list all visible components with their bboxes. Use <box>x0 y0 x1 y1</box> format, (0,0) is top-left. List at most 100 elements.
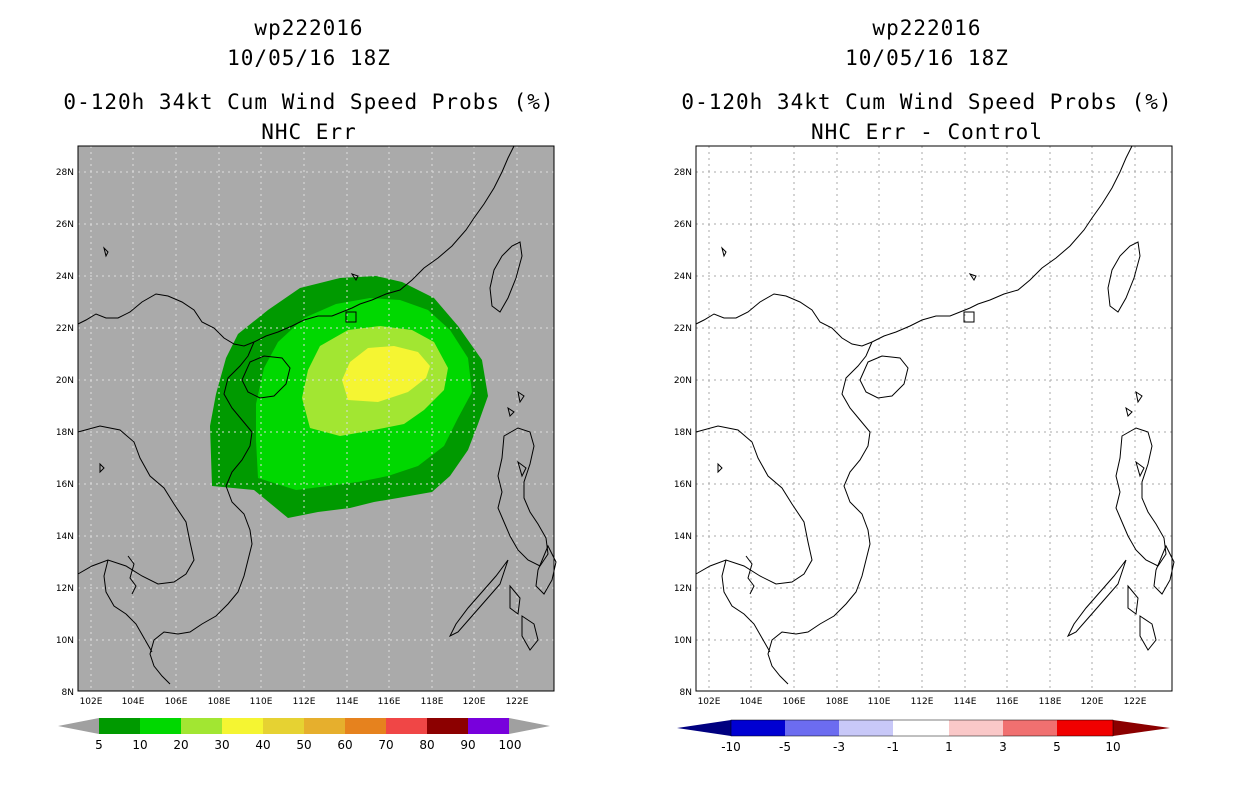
right-colorbar-swatch <box>893 720 949 736</box>
right-storm-id: wp222016 <box>872 16 982 40</box>
left-colorbar-high-end <box>509 718 550 734</box>
left-colorbar-label: 20 <box>173 738 188 752</box>
right-colorbar-label: -3 <box>833 740 845 754</box>
right-colorbar: -10 -5 -3 -1 1 3 5 10 <box>677 719 1170 754</box>
left-colorbar-label: 50 <box>296 738 311 752</box>
right-lat-label: 12N <box>674 584 692 594</box>
right-map <box>695 145 1175 692</box>
left-colorbar-label: 30 <box>214 738 229 752</box>
left-colorbar-swatch <box>181 718 222 734</box>
left-probability-contours <box>210 276 488 518</box>
right-colorbar-swatch <box>949 720 1003 736</box>
left-colorbar-label: 80 <box>419 738 434 752</box>
right-lon-label: 108E <box>826 697 849 707</box>
left-lon-labels: 102E 104E 106E 108E 110E 112E 114E 116E … <box>80 697 529 707</box>
left-colorbar-label: 10 <box>132 738 147 752</box>
right-lat-label: 18N <box>674 428 692 438</box>
left-lon-label: 104E <box>122 697 145 707</box>
right-colorbar-label: -5 <box>779 740 791 754</box>
left-colorbar-label: 60 <box>337 738 352 752</box>
right-lon-label: 104E <box>740 697 763 707</box>
right-lat-label: 14N <box>674 532 692 542</box>
right-lon-label: 106E <box>783 697 806 707</box>
right-colorbar-high-end <box>1113 720 1170 736</box>
right-lon-label: 102E <box>698 697 721 707</box>
right-lat-label: 26N <box>674 220 692 230</box>
left-colorbar-swatch <box>263 718 304 734</box>
right-lat-label: 24N <box>674 272 692 282</box>
left-lon-label: 110E <box>250 697 273 707</box>
right-colorbar-frame <box>730 719 1114 737</box>
right-colorbar-label: 5 <box>1053 740 1061 754</box>
left-colorbar-swatch <box>304 718 345 734</box>
left-lat-label: 22N <box>56 324 74 334</box>
right-colorbar-label: 3 <box>999 740 1007 754</box>
left-lon-label: 118E <box>421 697 444 707</box>
left-lat-labels: 28N 26N 24N 22N 20N 18N 16N 14N 12N 10N … <box>56 168 74 698</box>
left-storm-id: wp222016 <box>254 16 364 40</box>
left-lat-label: 26N <box>56 220 74 230</box>
right-colorbar-low-end <box>677 720 731 736</box>
left-map <box>77 145 557 692</box>
left-lat-label: 20N <box>56 376 74 386</box>
left-colorbar-label: 70 <box>378 738 393 752</box>
left-lat-label: 12N <box>56 584 74 594</box>
left-colorbar-low-end <box>58 718 99 734</box>
left-product-title: 0-120h 34kt Cum Wind Speed Probs (%) <box>63 90 555 114</box>
left-lat-label: 14N <box>56 532 74 542</box>
left-lat-label: 8N <box>62 688 74 698</box>
right-subtitle: NHC Err - Control <box>811 120 1043 144</box>
left-lat-label: 24N <box>56 272 74 282</box>
left-colorbar-swatch <box>386 718 427 734</box>
right-gridlines <box>696 146 1172 691</box>
left-colorbar-swatch <box>345 718 386 734</box>
left-datetime: 10/05/16 18Z <box>227 46 391 70</box>
left-colorbar-swatch <box>468 718 509 734</box>
right-map-background <box>696 146 1172 691</box>
left-lon-label: 122E <box>506 697 529 707</box>
right-lon-labels: 102E 104E 106E 108E 110E 112E 114E 116E … <box>698 697 1147 707</box>
left-colorbar-swatch <box>222 718 263 734</box>
left-colorbar: 5 10 20 30 40 50 60 70 80 90 100 <box>58 718 550 752</box>
left-colorbar-label: 5 <box>95 738 103 752</box>
left-lon-label: 120E <box>463 697 486 707</box>
right-lat-label: 8N <box>680 688 692 698</box>
right-colorbar-swatch <box>1003 720 1057 736</box>
left-map-frame <box>77 145 555 692</box>
right-colorbar-label: 10 <box>1105 740 1120 754</box>
left-lon-label: 106E <box>165 697 188 707</box>
left-lat-label: 18N <box>56 428 74 438</box>
left-gridlines <box>78 146 554 691</box>
left-lat-label: 10N <box>56 636 74 646</box>
right-colorbar-swatch <box>785 720 839 736</box>
right-lon-label: 116E <box>996 697 1019 707</box>
left-colorbar-label: 40 <box>255 738 270 752</box>
left-lat-label: 16N <box>56 480 74 490</box>
right-colorbar-swatch <box>1057 720 1113 736</box>
left-lon-label: 116E <box>378 697 401 707</box>
right-lat-label: 22N <box>674 324 692 334</box>
left-colorbar-label: 90 <box>460 738 475 752</box>
left-lon-label: 108E <box>208 697 231 707</box>
right-lon-label: 122E <box>1124 697 1147 707</box>
right-lat-labels: 28N 26N 24N 22N 20N 18N 16N 14N 12N 10N … <box>674 168 692 698</box>
right-colorbar-swatch <box>731 720 785 736</box>
left-lon-label: 114E <box>336 697 359 707</box>
right-datetime: 10/05/16 18Z <box>845 46 1009 70</box>
left-colorbar-label: 100 <box>499 738 522 752</box>
right-colorbar-swatch <box>839 720 893 736</box>
right-lon-label: 120E <box>1081 697 1104 707</box>
right-lon-label: 118E <box>1039 697 1062 707</box>
right-colorbar-label: -10 <box>721 740 741 754</box>
left-colorbar-swatch <box>140 718 181 734</box>
right-lat-label: 10N <box>674 636 692 646</box>
left-lon-label: 112E <box>293 697 316 707</box>
right-lat-label: 20N <box>674 376 692 386</box>
right-lon-label: 112E <box>911 697 934 707</box>
left-lon-label: 102E <box>80 697 103 707</box>
left-subtitle: NHC Err <box>261 120 357 144</box>
right-colorbar-label: -1 <box>887 740 899 754</box>
right-product-title: 0-120h 34kt Cum Wind Speed Probs (%) <box>681 90 1173 114</box>
left-lat-label: 28N <box>56 168 74 178</box>
